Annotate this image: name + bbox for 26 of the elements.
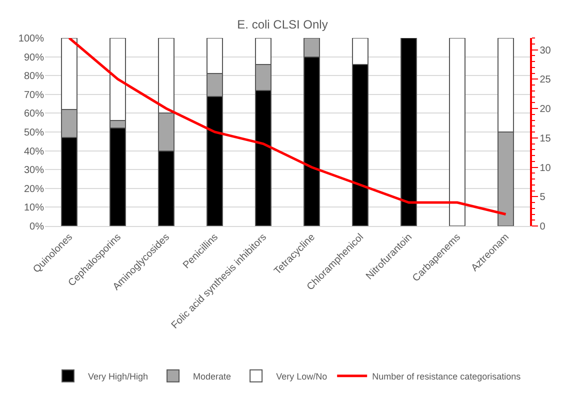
y-tick-label: 20%	[24, 184, 44, 195]
y2-tick-label: 5	[540, 192, 546, 204]
y-tick-label: 50%	[24, 128, 44, 138]
y-tick-label: 100%	[18, 34, 44, 44]
y2-tick-label: 25	[540, 74, 552, 86]
y2-tick-label: 15	[540, 133, 552, 144]
line-series	[68, 38, 507, 216]
y-tick-label: 0%	[30, 222, 44, 232]
chart-title: E. coli CLSI Only	[237, 18, 328, 32]
bar	[448, 38, 466, 226]
y-tick-label: 40%	[24, 146, 44, 158]
legend-label: Moderate	[193, 371, 232, 382]
y-tick-label: 70%	[24, 90, 44, 101]
y2-tick-label: 30	[540, 45, 552, 56]
legend-label: Very Low/No	[276, 371, 328, 382]
y2-tick-label: 0	[540, 222, 546, 232]
y-tick-label: 90%	[24, 52, 44, 64]
y2-tick-label: 20	[540, 104, 552, 115]
y2-tick-label: 10	[540, 162, 552, 174]
y-tick-label: 30%	[24, 165, 44, 176]
y-tick-label: 80%	[24, 71, 44, 82]
y-tick-label: 10%	[24, 202, 44, 214]
y-tick-label: 60%	[24, 108, 44, 120]
bar	[400, 38, 418, 226]
legend-label: Very High/High	[88, 371, 148, 382]
legend-label: Number of resistance categorisations	[372, 371, 522, 382]
